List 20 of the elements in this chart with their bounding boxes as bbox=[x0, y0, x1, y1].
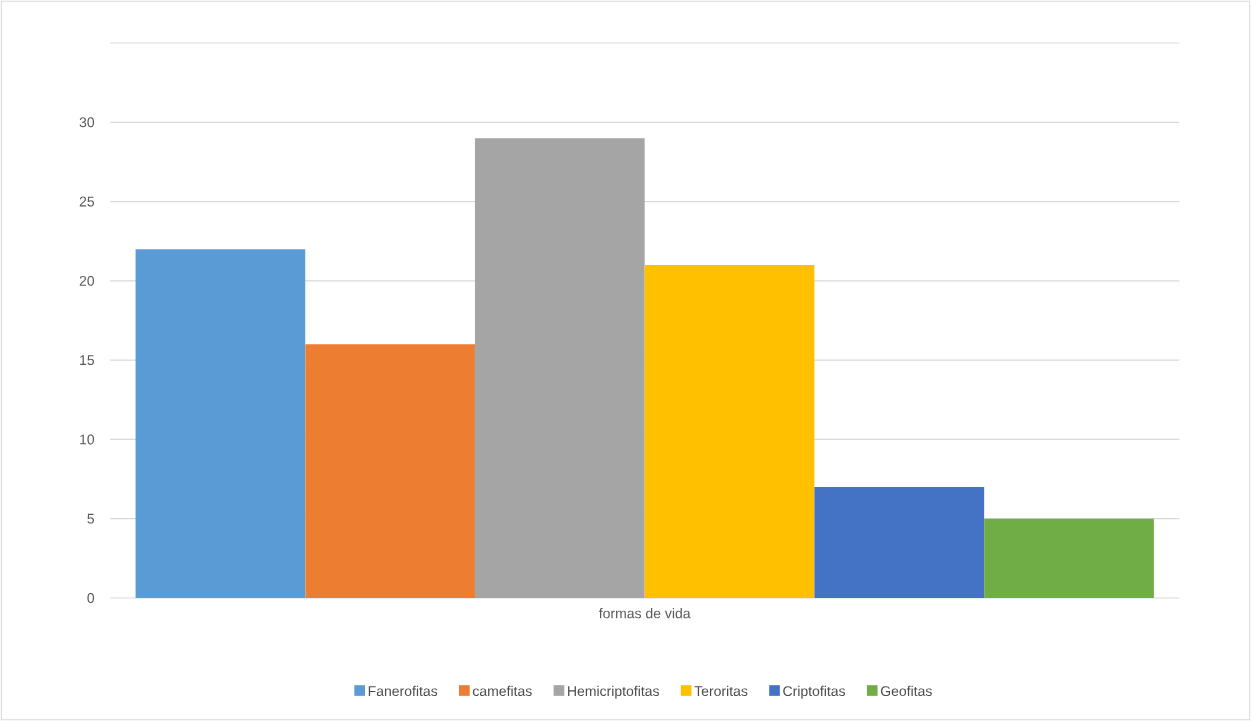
y-tick-label: 15 bbox=[80, 355, 95, 366]
bar bbox=[135, 249, 306, 598]
bar bbox=[814, 487, 985, 598]
y-tick-label: 10 bbox=[80, 434, 95, 445]
x-tick-label: formas de vida bbox=[598, 608, 691, 619]
y-tick-label: 0 bbox=[87, 593, 95, 603]
legend-label: Teroritas bbox=[694, 685, 748, 697]
y-tick-label: 20 bbox=[79, 275, 95, 286]
y-tick-label: 5 bbox=[87, 513, 95, 524]
bar bbox=[305, 344, 475, 598]
legend-label: camefitas bbox=[472, 685, 532, 697]
y-tick-label: 25 bbox=[79, 196, 95, 207]
bar bbox=[644, 265, 815, 598]
bar bbox=[984, 518, 1154, 598]
bar bbox=[474, 138, 645, 598]
legend-label: Hemicriptofitas bbox=[568, 685, 659, 699]
legend-label: Criptofitas bbox=[783, 685, 846, 699]
legend-label: Geofitas bbox=[880, 685, 932, 697]
legend-label: Fanerofitas bbox=[368, 685, 438, 697]
y-tick-label: 30 bbox=[79, 117, 95, 128]
